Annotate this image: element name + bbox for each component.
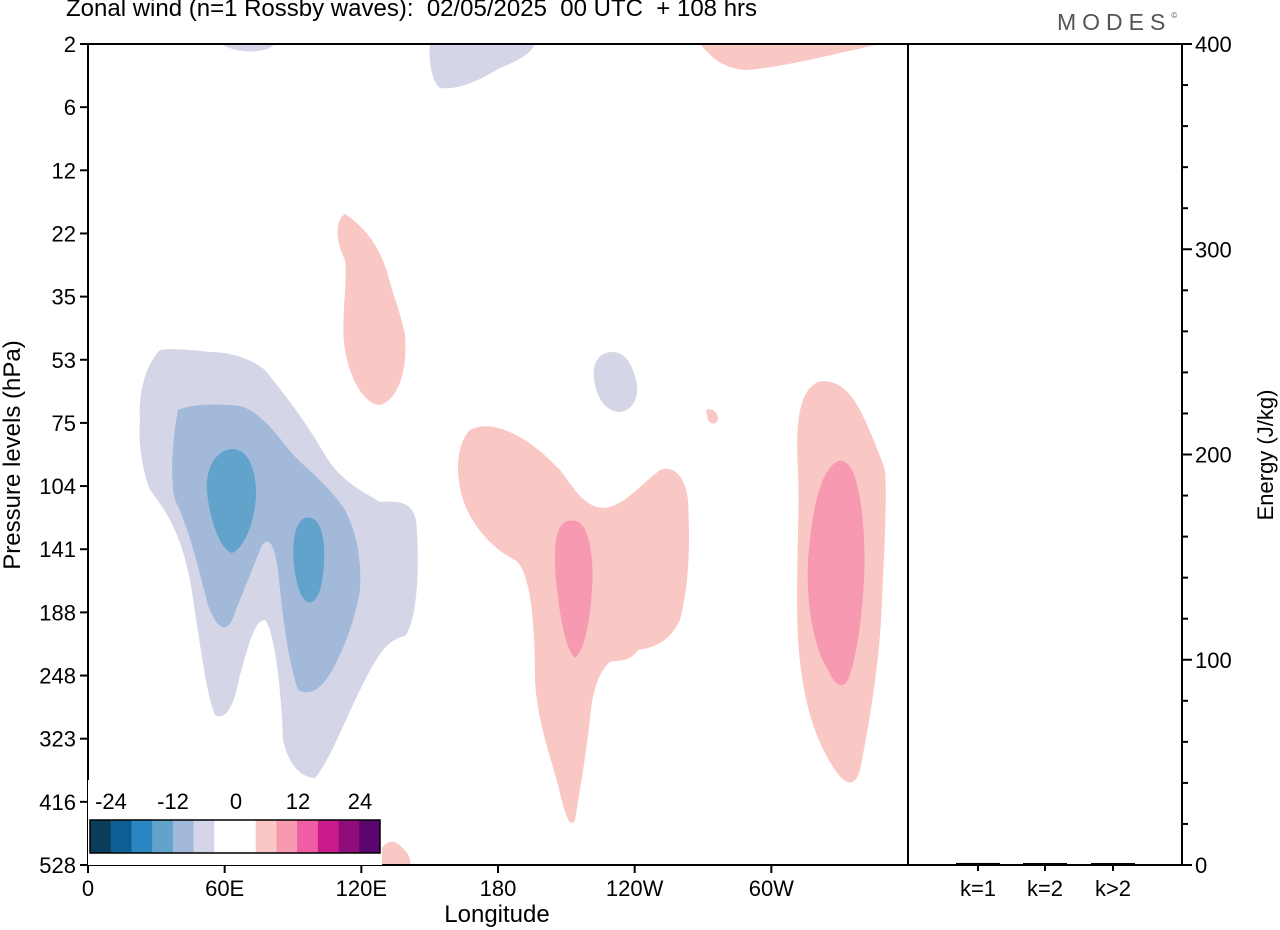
colorbar-swatch (131, 820, 153, 853)
colorbar-swatch (90, 820, 112, 853)
colorbar-swatch (297, 820, 319, 853)
x-axis-label: Longitude (444, 901, 549, 928)
y-tick-label: 416 (39, 790, 76, 815)
colorbar-swatch (255, 820, 277, 853)
chart-title: Zonal wind (n=1 Rossby waves): 02/05/202… (66, 0, 758, 22)
modes-logo: MODES© (1057, 9, 1177, 36)
energy-tick-label: 0 (1195, 853, 1207, 878)
energy-tick-label: 300 (1195, 237, 1232, 262)
y-tick-label: 141 (39, 537, 76, 562)
energy-bar (956, 862, 1000, 865)
energy-panel-frame (907, 43, 1183, 866)
colorbar-swatch (172, 820, 195, 853)
y-tick-label: 22 (52, 221, 76, 246)
x-tick-label: 60W (749, 876, 794, 901)
x-tick-label: 120W (606, 876, 664, 901)
contour-neg-small (593, 352, 638, 412)
colorbar-label: -24 (95, 789, 127, 814)
colorbar-swatch (317, 820, 340, 853)
colorbar-label: 0 (230, 789, 242, 814)
energy-category-label: k>2 (1095, 876, 1131, 901)
contour-neg-top (429, 44, 535, 89)
y-tick-label: 528 (39, 853, 76, 878)
contour-pos-dot (706, 409, 718, 424)
logo-mark: © (1171, 11, 1178, 20)
colorbar: -24 -12 0 12 24 (88, 780, 382, 865)
logo-text: MODES (1057, 9, 1172, 35)
energy-axis: 0 100 200 300 400 (1182, 32, 1232, 878)
pressure-axis: 2 6 12 22 35 53 75 104 141 188 248 323 416 528 (39, 32, 88, 878)
y-tick-label: 75 (52, 411, 76, 436)
contour-pos-top (700, 44, 880, 70)
colorbar-label: 12 (286, 789, 310, 814)
longitude-axis: 0 60E 120E 180 120W 60W (82, 865, 794, 901)
colorbar-label: 24 (348, 789, 372, 814)
y-tick-label: 323 (39, 727, 76, 752)
x-tick-label: 60E (205, 876, 244, 901)
colorbar-swatch (338, 820, 360, 853)
y-tick-label: 35 (52, 285, 76, 310)
y-tick-label: 2 (64, 32, 76, 57)
colorbar-swatch (214, 820, 236, 853)
x-tick-label: 0 (82, 876, 94, 901)
energy-bars: k=1 k=2 k>2 (956, 862, 1135, 901)
contour-neg-core-right (293, 517, 325, 603)
energy-category-label: k=1 (960, 876, 996, 901)
contour-neg-core-left (206, 449, 256, 553)
colorbar-swatch (193, 820, 215, 853)
colorbar-swatch (359, 820, 381, 853)
colorbar-label: -12 (157, 789, 189, 814)
x-tick-label: 120E (336, 876, 387, 901)
energy-tick-label: 400 (1195, 32, 1232, 57)
contour-neg-top-left (222, 44, 275, 52)
contour-field (139, 44, 886, 865)
energy-category-label: k=2 (1027, 876, 1063, 901)
contour-pos-upper (337, 214, 406, 405)
x-tick-label: 180 (480, 876, 517, 901)
colorbar-swatch (235, 820, 257, 853)
energy-bar (1091, 863, 1135, 865)
contour-pos-central-core (554, 520, 593, 658)
contour-pos-bottom (375, 841, 411, 865)
colorbar-frame (89, 819, 381, 854)
y-tick-label: 248 (39, 664, 76, 689)
energy-tick-label: 200 (1195, 443, 1232, 468)
y-axis-label: Pressure levels (hPa) (0, 340, 26, 569)
energy-tick-label: 100 (1195, 648, 1232, 673)
y-tick-label: 12 (52, 158, 76, 183)
colorbar-swatch (276, 820, 298, 853)
contour-pos-right-core (807, 460, 865, 686)
y-tick-label: 6 (64, 95, 76, 120)
colorbar-swatch (152, 820, 174, 853)
energy-bar (1023, 863, 1067, 865)
y-tick-label: 188 (39, 600, 76, 625)
y-tick-label: 53 (52, 348, 76, 373)
y-tick-label: 104 (39, 474, 76, 499)
energy-axis-label: Energy (J/kg) (1253, 390, 1278, 521)
colorbar-swatch (110, 820, 132, 853)
